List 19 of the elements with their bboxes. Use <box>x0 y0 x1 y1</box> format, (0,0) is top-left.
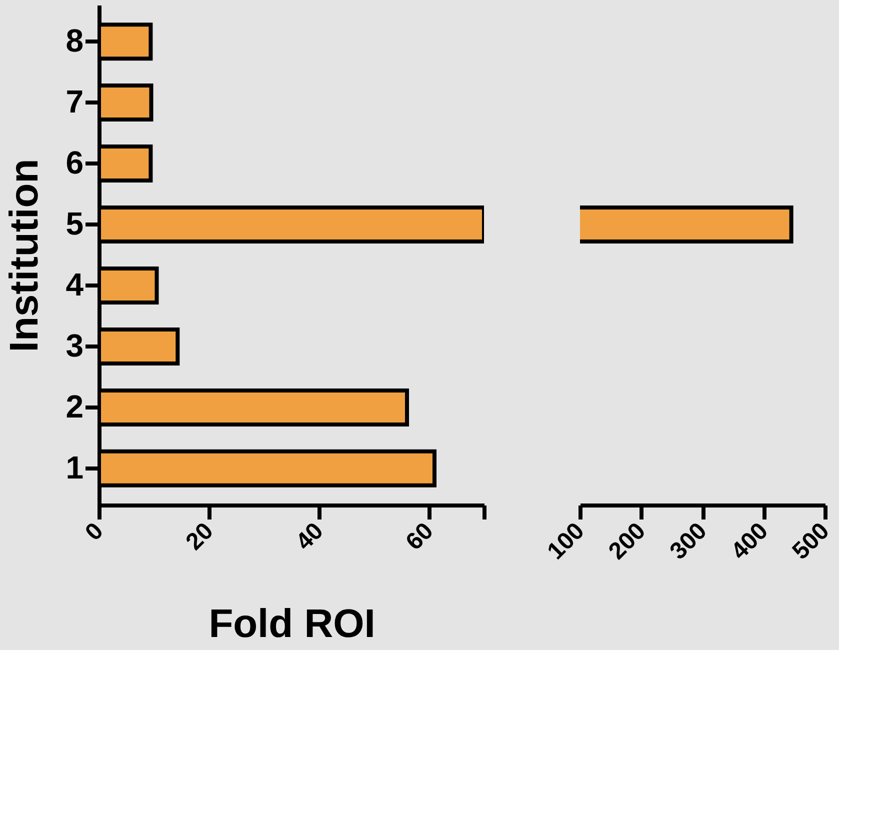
x-tick-label: 100 <box>542 518 590 566</box>
x-axis-title: Fold ROI <box>208 602 376 646</box>
x-tick-label: 500 <box>787 518 835 566</box>
y-tick-label: 6 <box>66 144 84 181</box>
x-tick-label: 200 <box>604 518 651 566</box>
x-tick-label: 60 <box>400 518 439 556</box>
x-tick-label: 40 <box>290 518 329 556</box>
y-tick-label: 7 <box>66 84 84 120</box>
x-tick-label: 300 <box>664 518 712 566</box>
y-tick-label: 8 <box>66 22 84 59</box>
x-tick-label: 0 <box>80 518 109 546</box>
y-tick-label: 1 <box>66 449 84 486</box>
y-axis-title: Institution <box>2 158 47 352</box>
y-tick-label: 3 <box>66 327 84 364</box>
y-tick-label: 4 <box>66 266 84 302</box>
y-tick-label: 2 <box>66 388 84 424</box>
x-tick-label: 20 <box>180 518 219 556</box>
x-tick-label: 400 <box>726 518 774 566</box>
y-tick-label: 5 <box>66 206 84 242</box>
